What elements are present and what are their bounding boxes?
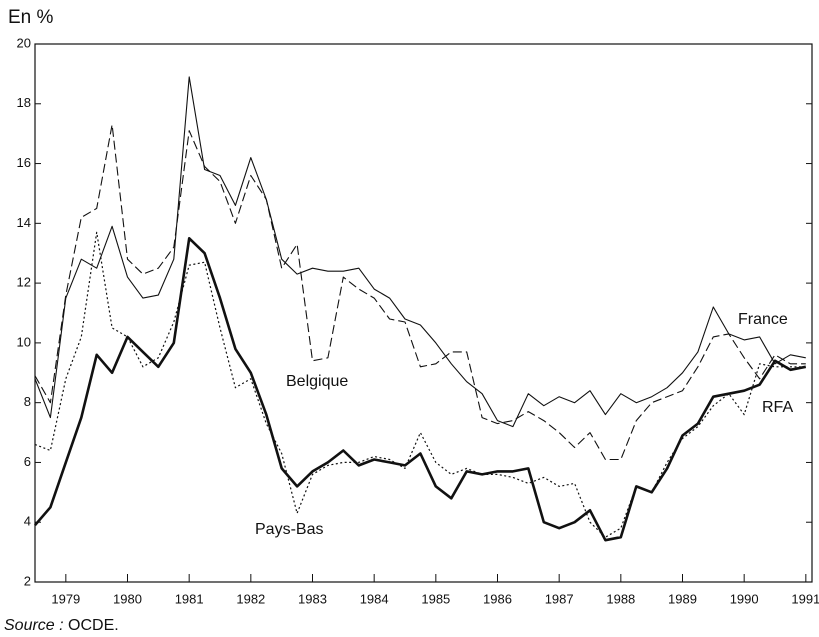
source: Source : OCDE. [4,617,119,634]
source-label: Source : [4,617,64,634]
series-line [34,237,807,542]
x-tick-label: 1983 [298,591,327,606]
y-axis-label: En % [8,7,54,28]
y-tick-label: 6 [24,454,31,469]
series-label: Belgique [286,373,348,390]
y-tick-label: 16 [17,155,31,170]
y-tick-label: 20 [17,35,31,50]
x-tick-label: 1990 [730,591,759,606]
y-tick-label: 14 [17,215,31,230]
x-tick-label: 1979 [51,591,80,606]
y-tick-label: 18 [17,95,31,110]
x-tick-label: 1987 [545,591,574,606]
y-tick-label: 12 [17,275,31,290]
x-tick-label: 1984 [360,591,389,606]
x-tick-label: 1986 [483,591,512,606]
y-tick-label: 2 [24,573,31,588]
series-line [34,76,806,428]
source-text: OCDE. [68,617,119,634]
series-line [34,124,806,461]
x-tick-label: 1982 [236,591,265,606]
x-tick-label: 1988 [606,591,635,606]
series-line [34,231,806,538]
y-tick-label: 10 [17,334,31,349]
x-tick-label: 1981 [175,591,204,606]
y-tick-label: 8 [24,394,31,409]
series-label: RFA [762,399,793,416]
x-tick-label: 1980 [113,591,142,606]
y-tick-label: 4 [24,514,31,529]
x-tick-label: 1991 [791,591,819,606]
series-label: Pays-Bas [255,521,323,538]
x-tick-label: 1985 [421,591,450,606]
plot-frame [34,43,813,583]
series-label: France [738,311,788,328]
x-tick-label: 1989 [668,591,697,606]
